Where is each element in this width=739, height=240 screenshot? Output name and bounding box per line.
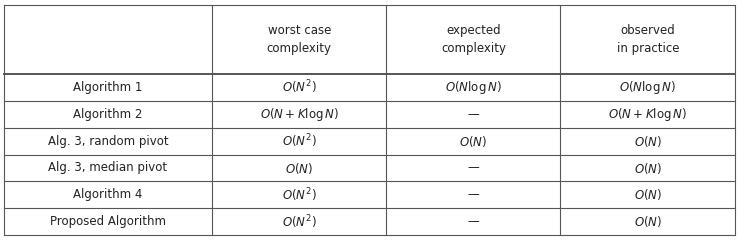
- Text: Algorithm 2: Algorithm 2: [73, 108, 143, 121]
- Text: $O(N)$: $O(N)$: [285, 161, 313, 175]
- Text: —: —: [468, 215, 480, 228]
- Text: $O(N+K\log N)$: $O(N+K\log N)$: [608, 106, 687, 123]
- Text: worst case
complexity: worst case complexity: [267, 24, 332, 55]
- Text: expected
complexity: expected complexity: [441, 24, 506, 55]
- Text: $O(N)$: $O(N)$: [634, 187, 662, 202]
- Text: $O(N^2)$: $O(N^2)$: [282, 213, 316, 231]
- Text: $O(N\log N)$: $O(N\log N)$: [619, 79, 676, 96]
- Text: $O(N^2)$: $O(N^2)$: [282, 132, 316, 150]
- Text: $O(N^2)$: $O(N^2)$: [282, 78, 316, 96]
- Text: —: —: [468, 108, 480, 121]
- Text: $O(N)$: $O(N)$: [634, 161, 662, 175]
- Text: $O(N+K\log N)$: $O(N+K\log N)$: [260, 106, 338, 123]
- Text: $O(N)$: $O(N)$: [634, 134, 662, 149]
- Text: $O(N^2)$: $O(N^2)$: [282, 186, 316, 204]
- Text: $O(N)$: $O(N)$: [459, 134, 488, 149]
- Text: Alg. 3, random pivot: Alg. 3, random pivot: [47, 135, 168, 148]
- Text: —: —: [468, 162, 480, 174]
- Text: Algorithm 4: Algorithm 4: [73, 188, 143, 201]
- Text: Alg. 3, median pivot: Alg. 3, median pivot: [48, 162, 168, 174]
- Text: $O(N\log N)$: $O(N\log N)$: [445, 79, 502, 96]
- Text: observed
in practice: observed in practice: [616, 24, 679, 55]
- Text: Proposed Algorithm: Proposed Algorithm: [50, 215, 166, 228]
- Text: —: —: [468, 188, 480, 201]
- Text: Algorithm 1: Algorithm 1: [73, 81, 143, 94]
- Text: $O(N)$: $O(N)$: [634, 214, 662, 229]
